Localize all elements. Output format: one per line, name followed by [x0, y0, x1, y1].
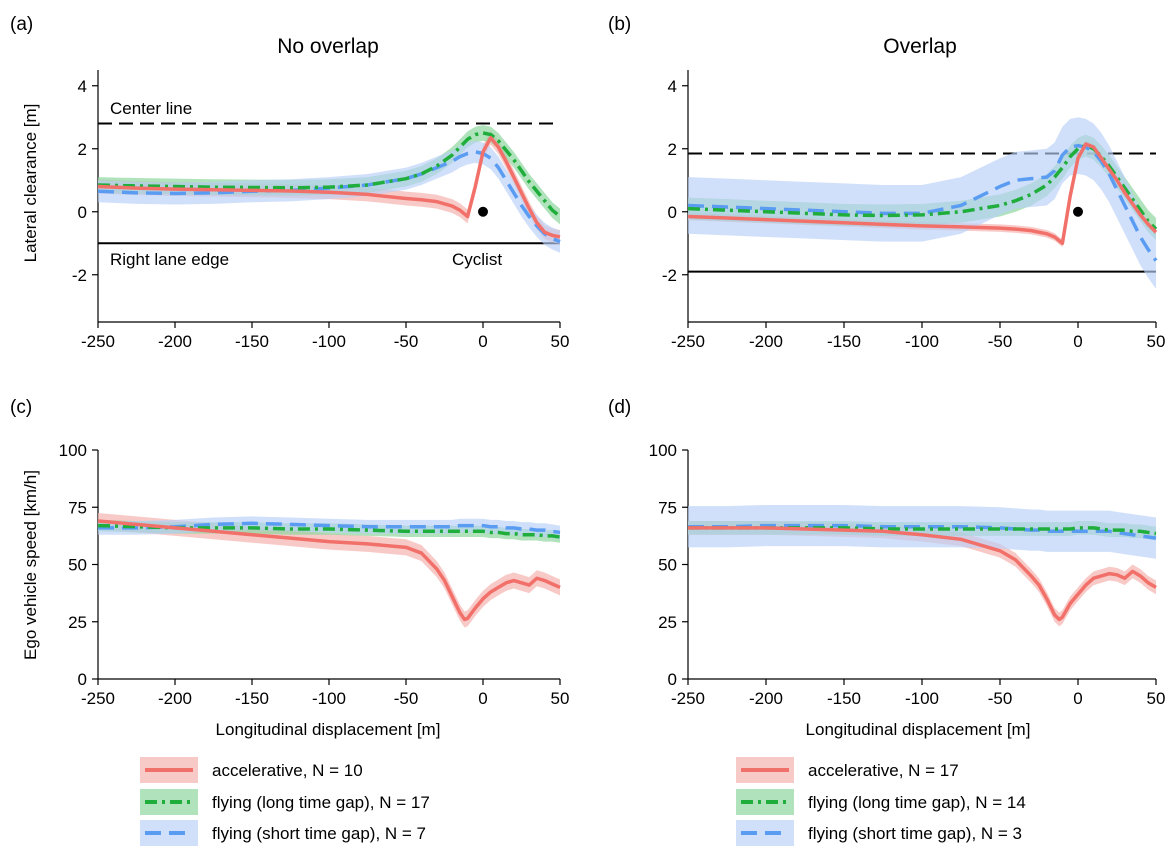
legend-label: accelerative, N = 17: [808, 761, 959, 780]
legend-label: flying (short time gap), N = 3: [808, 824, 1022, 843]
y-tick-label: 0: [78, 203, 87, 222]
x-tick-label: -150: [235, 332, 269, 351]
y-tick-label: 50: [658, 556, 677, 575]
y-tick-label: 0: [78, 670, 87, 689]
x-tick-label: 0: [1073, 332, 1082, 351]
panel-label: (a): [10, 14, 33, 35]
x-tick-label: -100: [312, 689, 346, 708]
y-tick-label: 75: [68, 498, 87, 517]
series-line: [97, 135, 561, 239]
y-tick-label: -2: [662, 266, 677, 285]
panel-title: No overlap: [277, 35, 379, 58]
x-tick-label: -250: [81, 332, 115, 351]
series-band: [98, 140, 560, 253]
panel-d: (d) Longitudinal displacement [m] -250 -2…: [608, 397, 1165, 739]
y-tick-label: 50: [68, 556, 87, 575]
cyclist-label: Cyclist: [452, 250, 502, 269]
x-tick-label: -250: [671, 689, 705, 708]
series-line: [97, 150, 561, 244]
y-axis-label: Lateral clearance [m]: [21, 104, 40, 263]
y-tick-label: 100: [649, 441, 677, 460]
y-axis-label: Ego vehicle speed [km/h]: [21, 470, 40, 660]
y-tick-label: 4: [668, 77, 677, 96]
legend-label: flying (long time gap), N = 17: [212, 793, 430, 812]
y-tick-label: 25: [658, 613, 677, 632]
x-axis-label: Longitudinal displacement [m]: [806, 720, 1031, 739]
series-line: [687, 142, 1158, 245]
legend-left: accelerative, N = 10 flying (long time g…: [140, 757, 430, 846]
x-tick-label: -200: [749, 332, 783, 351]
y-tick-label: -2: [72, 266, 87, 285]
series-line: [98, 521, 561, 535]
series-line: [688, 526, 1157, 622]
y-tick-label: 2: [78, 140, 87, 159]
series-line: [687, 143, 1158, 262]
x-tick-label: -250: [671, 332, 705, 351]
x-tick-label: 0: [1073, 689, 1082, 708]
x-tick-label: -50: [988, 689, 1013, 708]
legend-item-long-gap: flying (long time gap), N = 14: [736, 789, 1026, 815]
x-tick-label: 50: [551, 332, 570, 351]
x-tick-label: 50: [551, 689, 570, 708]
x-tick-label: 0: [478, 689, 487, 708]
legend-item-short-gap: flying (short time gap), N = 3: [736, 820, 1022, 846]
y-tick-label: 0: [668, 203, 677, 222]
cyclist-marker: [1073, 206, 1083, 217]
panel-a: (a) No overlap Lateral clearance [m] Cen…: [10, 14, 569, 351]
series-line: [688, 526, 1157, 536]
series-line: [687, 143, 1158, 231]
y-tick-label: 75: [658, 498, 677, 517]
x-tick-label: -100: [312, 332, 346, 351]
x-tick-label: -100: [905, 332, 939, 351]
panel-label: (b): [608, 14, 631, 35]
legend-item-long-gap: flying (long time gap), N = 17: [140, 789, 430, 815]
x-tick-label: 50: [1147, 332, 1166, 351]
x-tick-label: -150: [235, 689, 269, 708]
x-axis-label: Longitudinal displacement [m]: [216, 720, 441, 739]
x-tick-label: 0: [478, 332, 487, 351]
panel-title: Overlap: [883, 35, 957, 58]
y-tick-label: 2: [668, 140, 677, 159]
center-line-label: Center line: [110, 99, 192, 118]
legend-label: flying (long time gap), N = 14: [808, 793, 1026, 812]
x-tick-label: -150: [827, 332, 861, 351]
legend-right: accelerative, N = 17 flying (long time g…: [736, 757, 1026, 846]
x-tick-label: -200: [158, 689, 192, 708]
y-tick-label: 0: [668, 670, 677, 689]
panel-b: (b) Overlap -250 -200 -150 -100 -50 0 50 -2 0 2 4: [608, 14, 1165, 351]
legend-item-short-gap: flying (short time gap), N = 7: [140, 820, 426, 846]
x-tick-label: -100: [905, 689, 939, 708]
x-tick-label: 50: [1147, 689, 1166, 708]
lane-edge-label: Right lane edge: [110, 250, 229, 269]
x-tick-label: -50: [988, 332, 1013, 351]
series-line: [97, 523, 561, 539]
x-tick-label: -50: [394, 689, 419, 708]
series-line: [97, 131, 562, 218]
y-tick-label: 100: [59, 441, 87, 460]
legend-label: accelerative, N = 10: [212, 761, 363, 780]
y-tick-label: 4: [78, 77, 87, 96]
series-line: [97, 519, 561, 622]
legend-item-accelerative: accelerative, N = 10: [140, 757, 363, 783]
x-tick-label: -50: [394, 332, 419, 351]
y-tick-label: 25: [68, 613, 87, 632]
x-tick-label: -150: [827, 689, 861, 708]
series-line: [688, 523, 1157, 540]
cyclist-marker: [478, 206, 488, 217]
legend-item-accelerative: accelerative, N = 17: [736, 757, 959, 783]
series-band: [688, 504, 1156, 559]
series-band: [688, 117, 1156, 289]
panel-c: (c) Ego vehicle speed [km/h] Longitudina…: [10, 397, 569, 739]
x-tick-label: -200: [749, 689, 783, 708]
panel-label: (c): [10, 397, 32, 418]
x-tick-label: -250: [81, 689, 115, 708]
legend-label: flying (short time gap), N = 7: [212, 824, 426, 843]
panel-label: (d): [608, 397, 631, 418]
x-tick-label: -200: [158, 332, 192, 351]
